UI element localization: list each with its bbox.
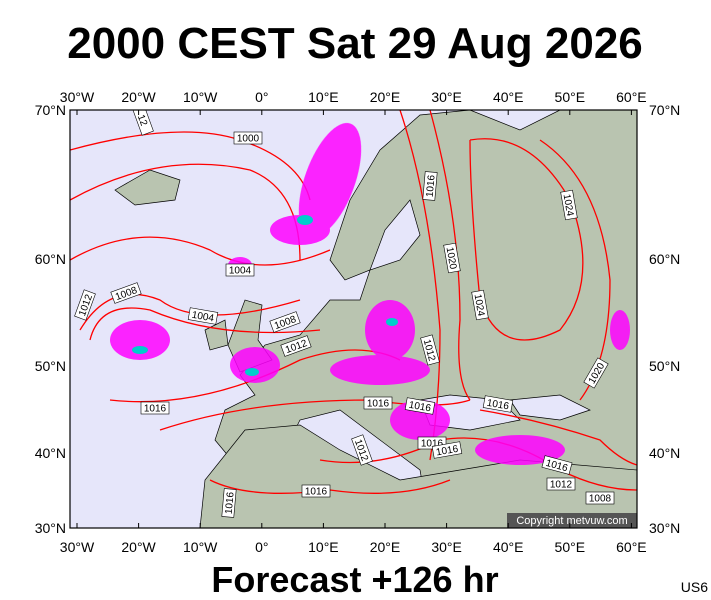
isobar-label: 1012 — [546, 477, 576, 491]
lon-label-bottom: 60°E — [616, 539, 647, 555]
label-box — [560, 189, 578, 221]
isobar-label: 1016 — [404, 397, 436, 415]
isobar-label: 1016 — [301, 484, 331, 498]
axes: 30°W 30°W 20°W 20°W 10°W 10°W 0° 0° 10°E 10°E 20°E… — [35, 89, 681, 555]
isobar-label: 1016 — [422, 171, 438, 201]
isobar-label: 1004 — [187, 307, 219, 325]
label-box — [431, 441, 463, 459]
label-box — [132, 110, 154, 136]
lat-label-right: 50°N — [649, 358, 680, 374]
isobar-value: 1016 — [144, 404, 167, 415]
label-box — [546, 477, 576, 491]
lat-label-left: 70°N — [35, 102, 66, 118]
isobar-label: 1024 — [560, 189, 578, 221]
label-box — [221, 488, 237, 518]
isobar-label: 1024 — [471, 289, 489, 321]
lat-label-right: 70°N — [649, 102, 680, 118]
label-box — [74, 289, 96, 321]
isobar-label: 1016 — [482, 395, 514, 413]
lon-label-top: 50°E — [555, 89, 586, 105]
isobar-label: 1016 — [140, 401, 170, 415]
isobar-value: 1004 — [191, 310, 215, 325]
lon-label-top: 20°W — [121, 89, 156, 105]
isobar-label: 12 — [132, 110, 154, 136]
label-box — [541, 455, 573, 475]
label-box — [351, 434, 373, 466]
isobar-value: 1000 — [237, 134, 260, 145]
lon-label-top: 40°E — [493, 89, 524, 105]
label-box — [583, 357, 609, 389]
code: US6 — [681, 579, 708, 595]
lon-label-bottom: 10°W — [183, 539, 218, 555]
label-box — [420, 334, 440, 366]
isobar-value: 1016 — [486, 398, 510, 413]
isobar-value: 1016 — [421, 439, 444, 450]
footer: Forecast +126 hr — [211, 559, 498, 600]
isobar-label: 1020 — [443, 242, 461, 274]
label-box — [363, 396, 393, 410]
lon-label-bottom: 30°W — [60, 539, 95, 555]
lon-label-bottom: 20°E — [370, 539, 401, 555]
label-box — [301, 484, 331, 498]
isobar-value: 1016 — [435, 444, 459, 459]
isobar-label: 1016 — [431, 441, 463, 459]
lon-label-top: 20°E — [370, 89, 401, 105]
isobar-value: 1024 — [561, 193, 576, 217]
isobar-value: 12 — [135, 113, 149, 128]
isobar-label: 1004 — [225, 263, 255, 277]
lon-label-bottom: 0° — [255, 539, 268, 555]
isobar-value: 1016 — [367, 399, 390, 410]
isobar-value: 1016 — [224, 491, 237, 515]
title: 2000 CEST Sat 29 Aug 2026 — [67, 19, 643, 68]
lon-label-top: 10°W — [183, 89, 218, 105]
label-box — [482, 395, 514, 413]
lon-label-top: 30°W — [60, 89, 95, 105]
isobar-label: 1000 — [233, 131, 263, 145]
lon-label-bottom: 50°E — [555, 539, 586, 555]
label-box — [471, 289, 489, 321]
lon-label-bottom: 40°E — [493, 539, 524, 555]
lon-label-bottom: 10°E — [308, 539, 339, 555]
label-box — [443, 242, 461, 274]
lat-label-left: 40°N — [35, 445, 66, 461]
label-box — [269, 311, 301, 333]
isobar-label: 1016 — [363, 396, 393, 410]
lat-label-left: 30°N — [35, 520, 66, 536]
label-box — [422, 171, 438, 201]
label-box — [225, 263, 255, 277]
lat-label-left: 50°N — [35, 358, 66, 374]
label-box — [404, 397, 436, 415]
isobar-value: 1008 — [589, 494, 612, 505]
label-box — [187, 307, 219, 325]
lon-label-top: 0° — [255, 89, 268, 105]
lon-label-top: 30°E — [431, 89, 462, 105]
lat-label-right: 30°N — [649, 520, 680, 536]
isobar-value: 1004 — [229, 266, 252, 277]
lat-label-right: 40°N — [649, 445, 680, 461]
lon-label-top: 10°E — [308, 89, 339, 105]
isobar-value: 1012 — [550, 480, 573, 491]
label-box — [233, 131, 263, 145]
lat-label-right: 60°N — [649, 251, 680, 267]
lat-label-left: 60°N — [35, 251, 66, 267]
isobar-value: 1016 — [425, 174, 438, 198]
label-box — [280, 335, 312, 357]
isobar-value: 1016 — [305, 487, 328, 498]
label-box — [110, 282, 142, 304]
isobar-value: 1020 — [444, 246, 459, 270]
lon-label-top: 60°E — [616, 89, 647, 105]
lon-label-bottom: 20°W — [121, 539, 156, 555]
label-box — [140, 401, 170, 415]
isobar-value: 1024 — [472, 293, 487, 317]
label-box — [585, 491, 615, 505]
isobar-label: 1016 — [221, 488, 237, 518]
isobar-value: 1016 — [408, 400, 432, 415]
copyright: Copyright metvuw.com — [516, 515, 627, 527]
isobar-label: 1008 — [585, 491, 615, 505]
lon-label-bottom: 30°E — [431, 539, 462, 555]
